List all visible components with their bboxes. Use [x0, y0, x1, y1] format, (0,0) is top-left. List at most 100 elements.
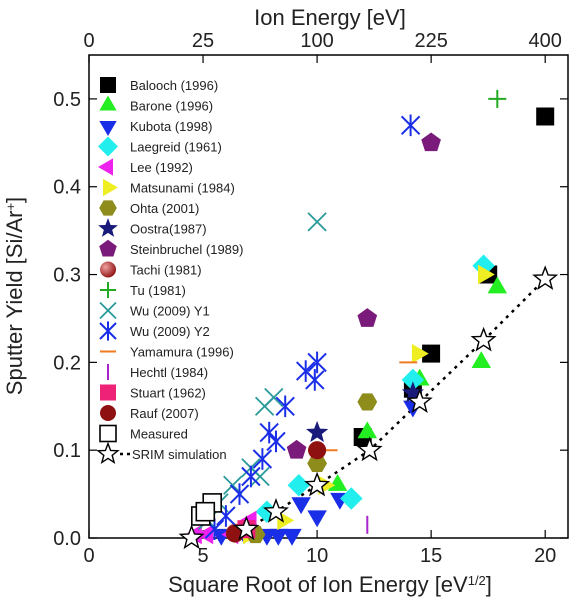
- data-point-pentagon: [286, 439, 307, 459]
- top-tick-label: 400: [529, 30, 562, 52]
- data-point-asterisk: [259, 421, 279, 444]
- legend-label: Steinbruchel (1989): [130, 242, 243, 257]
- data-point-square-open: [195, 501, 216, 522]
- legend-label: Yamamura (1996): [130, 345, 234, 360]
- legend-marker: [99, 95, 117, 111]
- y-tick-label: 0.0: [53, 528, 81, 550]
- legend-marker: [100, 384, 116, 401]
- data-point-star-filled: [401, 381, 425, 403]
- legend-marker: [99, 200, 117, 216]
- data-point-asterisk: [229, 483, 250, 505]
- legend-marker: [99, 321, 117, 341]
- data-point-asterisk: [400, 114, 421, 137]
- legend-marker: [100, 405, 116, 421]
- data-point-star-open: [532, 265, 559, 290]
- legend-label: Hechtl (1984): [130, 365, 208, 380]
- data-point-x: [250, 466, 270, 487]
- legend-label: SRIM simulation: [132, 447, 227, 462]
- top-tick-label: 225: [414, 30, 447, 52]
- top-tick-label: 25: [192, 30, 214, 52]
- legend-marker: [100, 261, 116, 278]
- plot-frame: [88, 54, 569, 539]
- data-point-triangle-down: [282, 528, 302, 546]
- top-tick-label: 100: [300, 30, 333, 52]
- data-point-asterisk: [275, 395, 295, 418]
- y-tick-label: 0.1: [53, 440, 81, 462]
- x-axis-label: Square Root of Ion Energy [eV1/2]: [168, 572, 492, 597]
- legend-label: Stuart (1962): [130, 386, 206, 401]
- data-point-star-open: [178, 524, 205, 550]
- data-point-star-open: [304, 471, 331, 497]
- data-point-square: [422, 344, 441, 363]
- data-point-diamond: [340, 487, 363, 510]
- srim-trend-line: [191, 278, 547, 540]
- data-point-asterisk: [307, 351, 327, 374]
- top-tick-label: 0: [83, 30, 94, 52]
- data-point-star-open: [262, 498, 290, 523]
- legend-label: Tachi (1981): [130, 263, 202, 278]
- data-point-circle: [308, 441, 327, 460]
- legend-marker: [100, 77, 116, 93]
- legend-label: Lee (1992): [130, 160, 193, 175]
- data-point-triangle-up: [487, 276, 508, 294]
- data-point-hexagon: [357, 393, 378, 411]
- data-point-triangle-down: [291, 497, 311, 515]
- data-points: [178, 89, 559, 550]
- data-point-star-open: [233, 515, 260, 541]
- x-tick-label: 5: [197, 545, 208, 567]
- legend-label: Measured: [130, 427, 188, 442]
- legend-label: Laegreid (1961): [130, 140, 222, 155]
- x-tick-label: 10: [306, 545, 328, 567]
- data-point-x: [307, 212, 327, 232]
- legend-marker: [98, 136, 118, 157]
- data-point-square: [536, 107, 555, 126]
- data-point-triangle-right: [411, 343, 429, 364]
- top-axis-label: Ion Energy [eV]: [254, 5, 406, 30]
- legend-marker: [96, 441, 134, 465]
- data-point-pentagon: [421, 132, 441, 152]
- legend-marker: [99, 121, 117, 136]
- data-point-triangle-up: [471, 351, 492, 369]
- legend-marker: [98, 158, 113, 176]
- legend-label: Ohta (2001): [130, 201, 199, 216]
- data-point-asterisk: [241, 465, 261, 488]
- data-point-star-open: [406, 388, 433, 413]
- legend-label: Kubota (1998): [130, 119, 212, 134]
- axis-labels: Ion Energy [eV] Square Root of Ion Energ…: [2, 5, 492, 597]
- legend-marker: [99, 424, 117, 443]
- data-point-triangle-up: [327, 474, 348, 491]
- legend-marker: [100, 282, 116, 298]
- legend-label: Wu (2009) Y1: [130, 304, 210, 319]
- legend-marker: [99, 301, 117, 320]
- x-tick-label: 20: [534, 545, 556, 567]
- data-point-hexagon: [307, 454, 327, 472]
- y-tick-label: 0.5: [53, 89, 81, 111]
- data-point-asterisk: [252, 448, 273, 470]
- y-tick-label: 0.4: [53, 177, 81, 199]
- legend-label: Balooch (1996): [130, 78, 218, 93]
- legend-label: Matsunami (1984): [130, 181, 235, 196]
- x-tick-label: 0: [83, 545, 94, 567]
- data-point-diamond: [401, 368, 425, 392]
- data-point-triangle-right: [477, 264, 495, 285]
- data-point-star-open: [470, 326, 497, 352]
- legend-label: Tu (1981): [130, 283, 186, 298]
- legend-marker: [98, 218, 118, 237]
- data-point-pentagon: [357, 308, 378, 327]
- data-point-diamond: [287, 474, 311, 497]
- legend: Balooch (1996) Barone (1996) Kubota (1998)…: [96, 77, 243, 465]
- x-tick-label: 15: [420, 545, 442, 567]
- data-point-triangle-down: [307, 510, 327, 528]
- data-point-x: [264, 387, 284, 408]
- axis-ticks: 0 5 10 15 20 0 25 100 225 400 0.0 0.1 0.2 0.3 0.4 0.5: [53, 30, 568, 567]
- data-point-star-open: [356, 436, 383, 462]
- legend-label: Rauf (2007): [130, 406, 199, 421]
- legend-label: Barone (1996): [130, 99, 213, 114]
- y-tick-label: 0.2: [53, 352, 81, 374]
- y-tick-label: 0.3: [53, 265, 81, 287]
- legend-label: Wu (2009) Y2: [130, 324, 210, 339]
- data-point-triangle-left: [196, 524, 214, 545]
- data-point-star-filled: [305, 420, 329, 443]
- data-point-asterisk: [305, 369, 325, 391]
